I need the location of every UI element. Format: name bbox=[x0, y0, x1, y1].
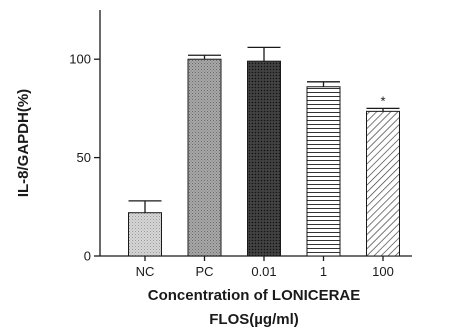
bar-1 bbox=[306, 86, 341, 257]
significance-marker: * bbox=[380, 93, 385, 108]
x-tick-label-PC: PC bbox=[195, 264, 213, 279]
bar-100 bbox=[366, 110, 400, 257]
bars-group: * bbox=[128, 46, 400, 257]
y-tick-label: 0 bbox=[84, 249, 91, 264]
x-axis-label-line2: FLOS(µg/ml) bbox=[209, 311, 298, 328]
x-tick-label-1: 1 bbox=[320, 264, 327, 279]
bar-PC bbox=[187, 58, 222, 257]
x-tick-label-NC: NC bbox=[136, 264, 155, 279]
bar-NC bbox=[128, 212, 162, 257]
x-tick-label-0.01: 0.01 bbox=[251, 264, 276, 279]
y-axis: 0 50 100 bbox=[69, 10, 101, 264]
x-axis: NC PC 0.01 1 100 bbox=[100, 255, 412, 279]
y-tick-label: 100 bbox=[69, 52, 91, 67]
x-tick-label-100: 100 bbox=[372, 264, 394, 279]
y-axis-label: IL-8/GAPDH(%) bbox=[15, 89, 32, 197]
x-axis-label-line1: Concentration of LONICERAE bbox=[148, 287, 361, 304]
bar-0.01 bbox=[247, 60, 281, 257]
y-tick-label: 50 bbox=[77, 150, 91, 165]
